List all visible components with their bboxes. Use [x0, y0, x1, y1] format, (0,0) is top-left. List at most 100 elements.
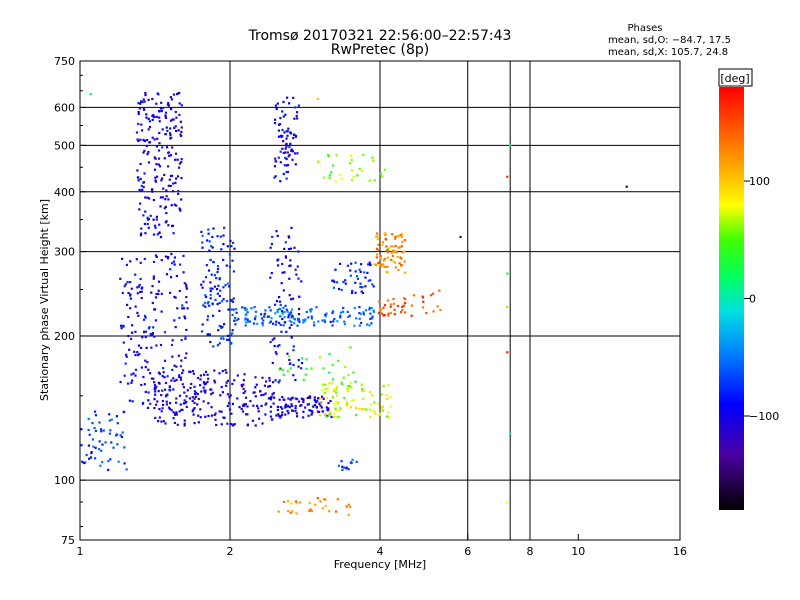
data-point [285, 142, 288, 146]
data-point [381, 409, 385, 412]
data-point [164, 422, 167, 425]
data-point [178, 162, 181, 165]
data-point [276, 102, 279, 105]
data-point [131, 400, 134, 403]
data-point [147, 98, 150, 101]
data-point [346, 390, 349, 393]
data-point [257, 410, 260, 413]
data-point [289, 264, 292, 267]
data-point [145, 346, 148, 349]
data-point [328, 510, 331, 513]
data-point [297, 277, 300, 280]
data-point [400, 232, 404, 235]
data-point [285, 177, 288, 180]
data-point [403, 250, 406, 253]
data-point [160, 394, 163, 397]
data-point [167, 151, 170, 154]
data-point [323, 498, 326, 501]
data-point [403, 239, 406, 242]
data-point [319, 404, 322, 407]
data-point [363, 271, 366, 274]
data-point [290, 308, 294, 311]
data-point [154, 176, 157, 179]
data-point [159, 236, 163, 239]
data-point [152, 114, 155, 117]
data-point [186, 307, 189, 310]
data-point [143, 257, 146, 260]
data-point [174, 413, 177, 416]
data-point [163, 331, 167, 334]
data-point [130, 287, 133, 290]
data-point [129, 260, 132, 263]
data-point [146, 361, 149, 364]
data-point [230, 299, 233, 302]
data-point [164, 395, 168, 398]
data-point [235, 308, 238, 311]
data-point [296, 265, 299, 268]
data-point [209, 290, 212, 293]
data-point [291, 409, 294, 412]
data-point [159, 165, 162, 168]
data-point [283, 131, 286, 134]
data-point [188, 397, 191, 400]
data-point [277, 413, 280, 416]
data-point [241, 404, 245, 407]
data-point [358, 407, 361, 410]
data-point [298, 307, 301, 311]
data-point [326, 397, 329, 400]
data-point [269, 276, 272, 279]
data-point [348, 314, 351, 317]
data-point [288, 277, 291, 280]
data-point [257, 407, 260, 410]
data-point [267, 385, 270, 388]
data-point [318, 161, 321, 164]
data-point [157, 381, 160, 384]
data-point [146, 406, 150, 409]
data-point [143, 172, 146, 175]
grid-lines [80, 61, 681, 540]
data-point [338, 287, 341, 291]
data-point [214, 298, 217, 301]
data-point [329, 320, 332, 323]
data-point [193, 390, 197, 393]
data-point [224, 284, 227, 287]
data-point [157, 390, 160, 393]
data-point [250, 307, 253, 310]
data-point [139, 162, 142, 166]
data-point [381, 405, 384, 408]
data-point [323, 319, 326, 322]
data-point [316, 410, 319, 413]
data-point [119, 434, 122, 437]
data-point [282, 100, 285, 104]
data-point [206, 318, 209, 321]
data-point [297, 250, 300, 253]
data-point [367, 263, 370, 266]
data-point [281, 413, 284, 417]
data-point [138, 107, 141, 110]
data-point [134, 273, 137, 276]
data-point [325, 415, 328, 419]
data-point [141, 129, 144, 132]
data-point [278, 296, 281, 299]
data-point [272, 322, 275, 325]
data-point [282, 151, 285, 155]
data-point [178, 289, 181, 293]
data-point [116, 433, 119, 436]
data-point [209, 297, 212, 300]
data-point [98, 421, 101, 424]
data-point [393, 308, 396, 311]
data-point [139, 202, 142, 205]
data-point [171, 224, 174, 227]
data-point [176, 423, 179, 426]
data-point [226, 282, 229, 285]
data-point [235, 319, 239, 322]
data-point [94, 429, 97, 432]
x-tick-label: 10 [571, 545, 585, 558]
colorbar-tick-label: 0 [749, 293, 756, 306]
data-point [226, 422, 229, 425]
data-point [274, 323, 277, 326]
data-point [332, 310, 335, 313]
data-point [274, 303, 277, 306]
data-point [360, 290, 363, 293]
data-point [122, 325, 125, 328]
